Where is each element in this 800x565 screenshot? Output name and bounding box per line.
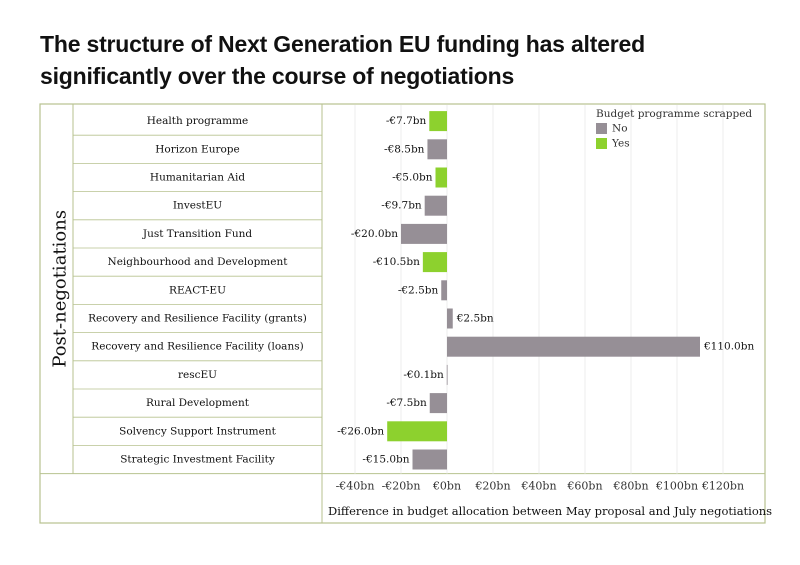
x-tick-label: €20bn — [474, 480, 510, 493]
data-label: -€9.7bn — [381, 200, 422, 212]
bar — [427, 139, 447, 160]
data-label: -€7.7bn — [386, 115, 427, 127]
legend-swatch — [596, 138, 607, 149]
data-label: -€7.5bn — [386, 397, 427, 409]
legend-title: Budget programme scrapped — [596, 108, 752, 120]
bar — [446, 364, 448, 385]
x-tick-label: €80bn — [612, 480, 648, 493]
legend-label: Yes — [611, 138, 630, 150]
category-label: Recovery and Resilience Facility (grants… — [88, 313, 307, 325]
bar — [441, 280, 447, 301]
data-label: €2.5bn — [456, 313, 494, 325]
data-label: -€15.0bn — [362, 454, 409, 466]
row-group-label: Post-negotiations — [50, 210, 71, 368]
bar — [447, 308, 453, 329]
x-tick-label: €100bn — [655, 480, 698, 493]
category-label: InvestEU — [173, 200, 222, 212]
x-tick-label: -€40bn — [336, 480, 375, 493]
category-label: rescEU — [178, 369, 217, 381]
x-tick-label: €0bn — [432, 480, 461, 493]
category-label: Humanitarian Aid — [150, 172, 245, 184]
bar — [401, 223, 447, 244]
bar — [387, 421, 447, 442]
category-label: Just Transition Fund — [142, 228, 253, 240]
bar — [435, 167, 447, 188]
bar — [412, 449, 447, 470]
bar — [447, 336, 700, 357]
data-label: -€20.0bn — [351, 228, 398, 240]
category-label: Rural Development — [146, 397, 250, 409]
x-tick-label: €120bn — [701, 480, 744, 493]
x-tick-label: €40bn — [520, 480, 556, 493]
chart-frame — [39, 103, 766, 524]
x-axis-title: Difference in budget allocation between … — [328, 504, 772, 518]
data-label: -€0.1bn — [403, 369, 444, 381]
bar — [429, 111, 447, 132]
bar — [422, 252, 447, 273]
data-label: -€10.5bn — [373, 256, 420, 268]
data-label: -€26.0bn — [337, 425, 384, 437]
category-label: Solvency Support Instrument — [119, 425, 276, 437]
category-label: REACT-EU — [169, 284, 226, 296]
category-label: Recovery and Resilience Facility (loans) — [91, 341, 303, 353]
data-label: -€2.5bn — [398, 284, 439, 296]
data-label: -€5.0bn — [392, 172, 433, 184]
legend-swatch — [596, 123, 607, 134]
category-label: Health programme — [147, 115, 249, 127]
category-label: Strategic Investment Facility — [120, 454, 275, 466]
x-tick-label: -€20bn — [382, 480, 421, 493]
data-label: -€8.5bn — [384, 143, 425, 155]
legend-label: No — [612, 123, 628, 135]
bar — [424, 195, 447, 216]
category-label: Neighbourhood and Development — [108, 256, 289, 268]
chart-title: The structure of Next Generation EU fund… — [40, 31, 645, 89]
bar — [429, 393, 447, 414]
x-tick-label: €60bn — [566, 480, 602, 493]
category-label: Horizon Europe — [155, 143, 240, 155]
data-label: €110.0bn — [703, 341, 754, 353]
